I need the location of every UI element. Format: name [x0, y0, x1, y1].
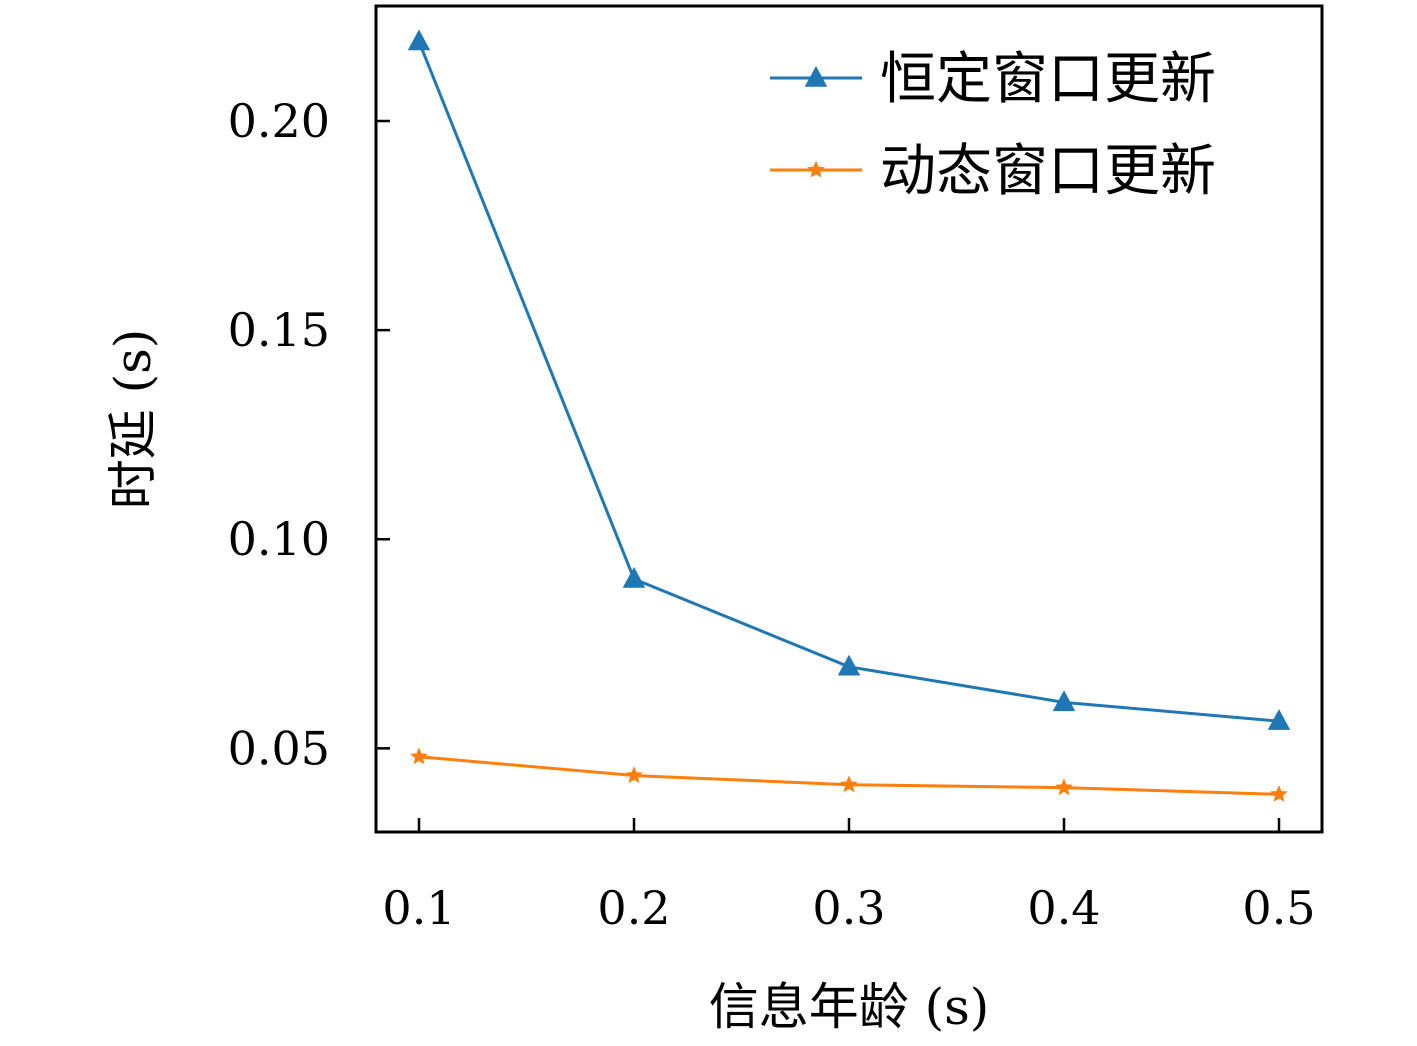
data-point	[837, 654, 861, 676]
legend-label: 恒定窗口更新	[880, 47, 1216, 112]
data-point	[1270, 785, 1288, 802]
x-axis-title: 信息年龄 (s)	[709, 978, 990, 1036]
y-axis-title: 时延 (s)	[104, 329, 162, 510]
legend-entry: 恒定窗口更新	[770, 47, 1216, 112]
y-tick-label: 0.10	[228, 512, 330, 566]
data-point	[407, 29, 431, 51]
x-tick-label: 0.1	[382, 881, 455, 935]
series-2	[410, 747, 1288, 802]
legend-marker	[804, 65, 828, 87]
series-1	[407, 29, 1291, 730]
legend-marker	[807, 160, 825, 178]
data-point	[1267, 709, 1291, 730]
legend-label: 动态窗口更新	[880, 139, 1216, 204]
x-tick-label: 0.5	[1242, 881, 1315, 935]
data-point	[1052, 690, 1076, 712]
y-tick-label: 0.15	[228, 303, 330, 357]
data-point	[625, 766, 643, 784]
y-tick-label: 0.20	[228, 94, 330, 148]
data-point	[1055, 778, 1073, 796]
series-layer	[407, 29, 1291, 802]
x-tick-label: 0.3	[812, 881, 885, 935]
x-tick-label: 0.2	[597, 881, 670, 935]
y-tick-label: 0.05	[228, 721, 330, 775]
tick-layer: 0.1 0.2 0.3 0.4 0.5 0.05 0.10 0.15 0.20	[228, 94, 1316, 935]
data-point	[622, 566, 646, 588]
plot-frame	[374, 4, 1324, 834]
data-point	[840, 775, 858, 793]
legend-entry: 动态窗口更新	[770, 139, 1216, 204]
x-tick-label: 0.4	[1027, 881, 1100, 935]
data-point	[410, 747, 428, 765]
